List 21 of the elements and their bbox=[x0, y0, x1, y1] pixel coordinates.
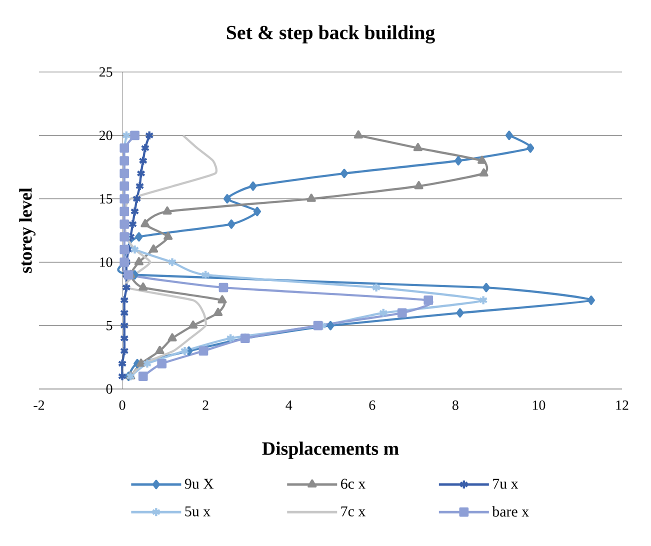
y-tick-label: 0 bbox=[106, 384, 112, 394]
legend-label: 9u X bbox=[184, 478, 214, 489]
x-tick-label: 12 bbox=[616, 400, 628, 410]
legend-label: bare x bbox=[492, 506, 529, 517]
x-tick-label: 10 bbox=[532, 400, 546, 410]
y-tick-label: 20 bbox=[99, 130, 112, 140]
y-tick-label: 25 bbox=[99, 67, 112, 77]
y-tick-label: 5 bbox=[106, 320, 112, 330]
legend-label: 5u x bbox=[185, 506, 210, 516]
x-tick-label: 0 bbox=[119, 400, 126, 410]
x-tick-label: 2 bbox=[202, 400, 208, 410]
legend-label: 6c x bbox=[341, 478, 366, 489]
legend-label: 7c x bbox=[341, 506, 366, 516]
x-tick-label: 8 bbox=[452, 400, 458, 410]
x-tick-label: 6 bbox=[369, 400, 376, 410]
x-tick-label: -2 bbox=[34, 400, 44, 410]
x-axis-title: Displacements m bbox=[262, 442, 399, 459]
x-tick-label: 4 bbox=[286, 400, 292, 410]
y-axis-title: storey level bbox=[19, 188, 36, 273]
legend-label: 7u x bbox=[493, 478, 518, 489]
chart-title: Set & step back building bbox=[226, 25, 435, 44]
